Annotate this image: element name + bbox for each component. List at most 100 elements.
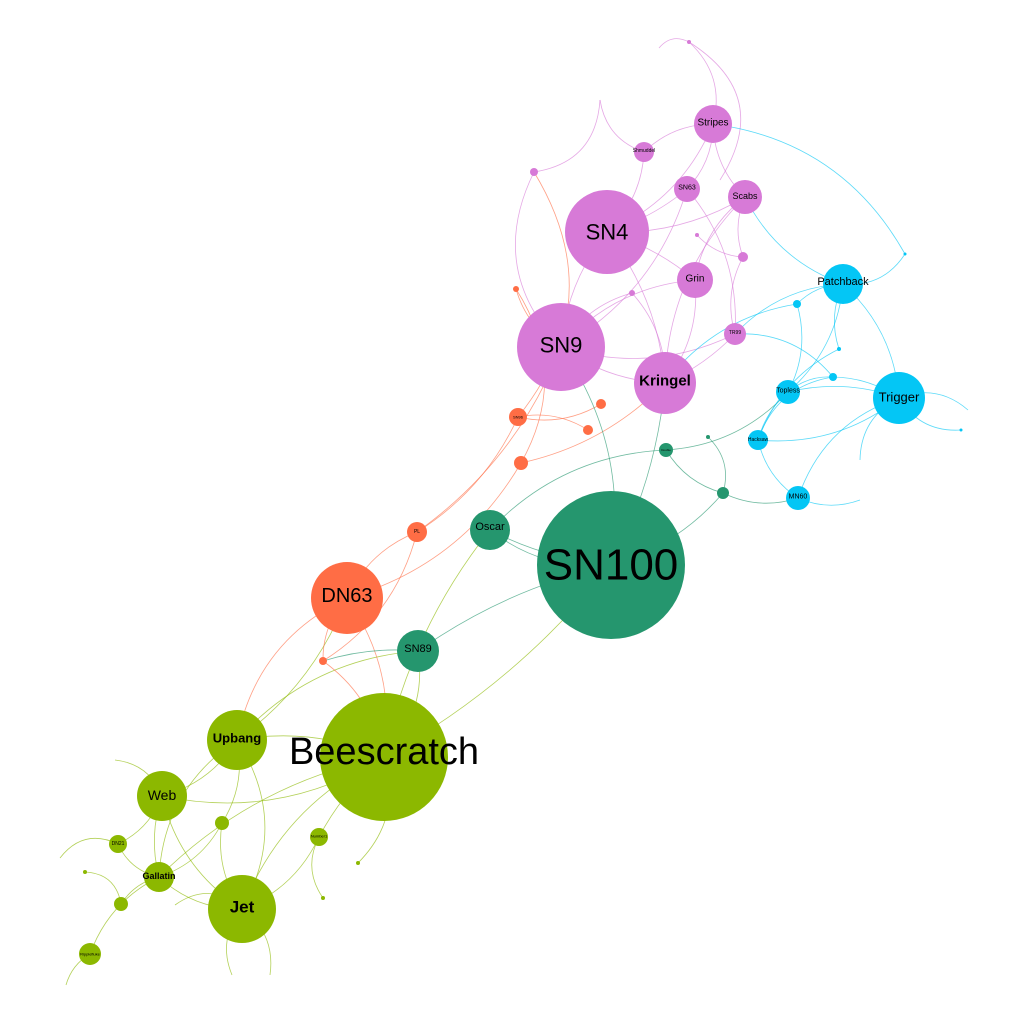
node-small[interactable]	[687, 40, 691, 44]
node-topless[interactable]: Topless	[776, 380, 800, 404]
node-small[interactable]	[583, 425, 593, 435]
node-grin[interactable]: Grin	[677, 262, 713, 298]
node-trigger[interactable]: Trigger	[873, 372, 925, 424]
node-gallatin[interactable]: Gallatin	[142, 862, 176, 892]
graph-edge	[712, 123, 906, 255]
node-web[interactable]: Web	[137, 771, 187, 821]
node-upbang[interactable]: Upbang	[207, 710, 267, 770]
node-sn4[interactable]: SN4	[565, 190, 649, 274]
node-tr99[interactable]: TR99	[724, 323, 746, 345]
graph-edge	[707, 436, 726, 494]
svg-text:Trigger: Trigger	[879, 390, 920, 405]
node-small[interactable]	[83, 870, 87, 874]
node-small[interactable]	[959, 428, 963, 432]
graph-edge	[416, 416, 519, 533]
graph-edge	[517, 414, 589, 431]
node-small[interactable]	[530, 168, 538, 176]
graph-edge	[489, 449, 667, 531]
graph-edge	[787, 303, 803, 393]
svg-text:Topless: Topless	[776, 388, 800, 395]
svg-text:Oscar: Oscar	[475, 521, 505, 533]
node-small[interactable]	[738, 252, 748, 262]
svg-text:MN60: MN60	[789, 494, 808, 501]
svg-text:Upbang: Upbang	[213, 731, 261, 746]
graph-edge	[533, 99, 601, 173]
graph-edge	[599, 99, 645, 153]
svg-text:Beescratch: Beescratch	[289, 731, 479, 773]
node-pl[interactable]: PL	[407, 522, 427, 542]
svg-text:Kringel: Kringel	[639, 373, 691, 390]
node-small[interactable]	[793, 300, 801, 308]
graph-edge	[696, 234, 744, 258]
graph-edge	[322, 531, 418, 662]
edge-layer	[59, 38, 969, 986]
graph-edge	[686, 188, 736, 335]
svg-text:Gallatin: Gallatin	[142, 871, 175, 881]
node-small[interactable]	[114, 897, 128, 911]
node-small[interactable]	[903, 252, 907, 256]
node-numbers[interactable]: Number1	[310, 828, 328, 846]
node-small[interactable]	[717, 487, 729, 499]
node-kringel[interactable]: Kringel	[634, 352, 696, 414]
svg-text:TR99: TR99	[729, 330, 741, 336]
svg-text:Ripplefluke: Ripplefluke	[80, 952, 101, 957]
node-double[interactable]: Double	[659, 443, 673, 457]
svg-text:Double: Double	[661, 448, 671, 452]
node-small[interactable]	[319, 657, 327, 665]
svg-text:Web: Web	[148, 787, 177, 803]
svg-text:SN63: SN63	[678, 185, 696, 192]
graph-edge	[59, 837, 119, 859]
node-sn9[interactable]: SN9	[517, 303, 605, 391]
node-dn21[interactable]: DN21	[109, 835, 127, 853]
node-small[interactable]	[596, 399, 606, 409]
graph-edge	[311, 836, 324, 899]
node-mn60[interactable]: MN60	[786, 486, 810, 510]
node-patchback[interactable]: Patchback	[817, 264, 869, 304]
node-small[interactable]	[829, 373, 837, 381]
node-stripes[interactable]: Stripes	[694, 105, 732, 143]
node-sn96[interactable]: SN96	[509, 408, 527, 426]
svg-text:Patchback: Patchback	[817, 276, 869, 288]
graph-edge	[658, 38, 690, 49]
node-small[interactable]	[513, 286, 519, 292]
node-sn89[interactable]: SN89	[397, 630, 439, 672]
node-beescratch[interactable]: Beescratch	[289, 693, 479, 821]
node-small[interactable]	[215, 816, 229, 830]
node-oscar[interactable]: Oscar	[470, 510, 510, 550]
svg-text:Hacksaw: Hacksaw	[748, 437, 769, 443]
svg-text:DN63: DN63	[321, 585, 372, 607]
node-small[interactable]	[837, 347, 841, 351]
node-small[interactable]	[514, 456, 528, 470]
node-dn63[interactable]: DN63	[311, 562, 383, 634]
node-small[interactable]	[706, 435, 710, 439]
graph-edge	[89, 876, 160, 955]
graph-edge	[665, 449, 724, 494]
svg-text:Shmuddel: Shmuddel	[633, 148, 656, 154]
svg-text:Grin: Grin	[686, 274, 705, 285]
node-ripplefluke[interactable]: Ripplefluke	[79, 943, 101, 965]
graph-edge	[517, 171, 570, 418]
node-scabs[interactable]: Scabs	[728, 180, 762, 214]
svg-text:SN4: SN4	[586, 220, 629, 245]
svg-text:Jet: Jet	[230, 898, 255, 917]
node-small[interactable]	[321, 896, 325, 900]
graph-edge	[734, 333, 834, 378]
node-shmuddel[interactable]: Shmuddel	[633, 142, 656, 162]
svg-text:PL: PL	[414, 529, 420, 535]
graph-edge	[84, 871, 122, 905]
svg-text:SN96: SN96	[513, 415, 524, 420]
node-small[interactable]	[629, 290, 635, 296]
node-hacksaw[interactable]: Hacksaw	[748, 430, 769, 450]
node-jet[interactable]: Jet	[208, 875, 276, 943]
svg-text:DN21: DN21	[112, 841, 125, 847]
node-layer: SN100 Beescratch SN4 SN9 DN63 Kringel Je…	[79, 40, 963, 965]
svg-text:SN9: SN9	[540, 333, 583, 358]
node-small[interactable]	[695, 233, 699, 237]
svg-text:Number1: Number1	[311, 834, 328, 839]
node-small[interactable]	[356, 861, 360, 865]
node-sn100[interactable]: SN100	[537, 491, 685, 639]
graph-edge	[688, 41, 742, 181]
node-sn63[interactable]: SN63	[674, 176, 700, 202]
svg-text:SN100: SN100	[544, 541, 679, 590]
